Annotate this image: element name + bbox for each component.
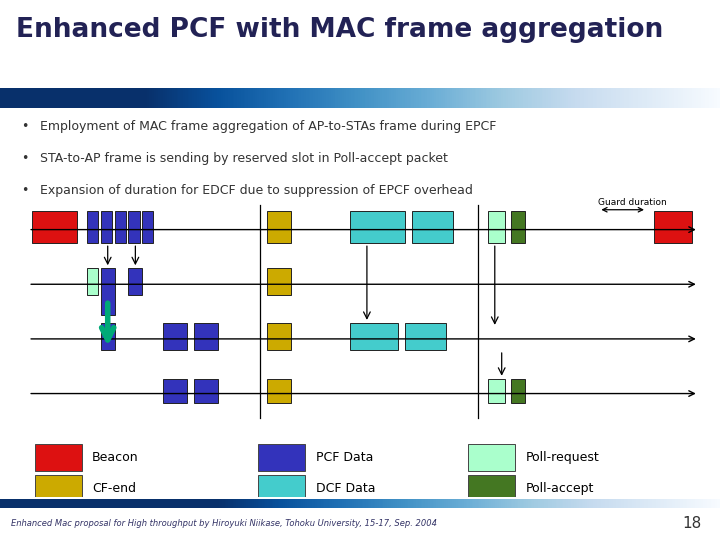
Bar bbox=[488, 379, 505, 403]
Text: STA-to-AP frame is sending by reserved slot in Poll-accept packet: STA-to-AP frame is sending by reserved s… bbox=[40, 152, 447, 165]
Bar bbox=[258, 475, 305, 502]
Bar bbox=[101, 211, 112, 243]
Bar bbox=[194, 379, 218, 403]
Bar bbox=[32, 211, 76, 243]
Bar bbox=[101, 268, 114, 315]
Text: •: • bbox=[22, 184, 29, 197]
Bar bbox=[163, 379, 187, 403]
Bar bbox=[35, 475, 82, 502]
Bar bbox=[488, 211, 505, 243]
Bar bbox=[266, 268, 291, 295]
Bar bbox=[35, 444, 82, 471]
Bar bbox=[266, 379, 291, 403]
Text: DCF Data: DCF Data bbox=[315, 482, 375, 495]
Text: PCF Data: PCF Data bbox=[315, 451, 373, 464]
Bar bbox=[87, 211, 98, 243]
Bar bbox=[128, 268, 143, 295]
Bar bbox=[128, 211, 140, 243]
Bar bbox=[114, 211, 126, 243]
Bar bbox=[405, 323, 446, 350]
Text: Enhanced PCF with MAC frame aggregation: Enhanced PCF with MAC frame aggregation bbox=[16, 17, 663, 43]
Text: Expansion of duration for EDCF due to suppression of EPCF overhead: Expansion of duration for EDCF due to su… bbox=[40, 184, 472, 197]
Bar bbox=[87, 268, 98, 295]
Text: Poll-accept: Poll-accept bbox=[526, 482, 594, 495]
Bar bbox=[350, 323, 398, 350]
Text: 18: 18 bbox=[683, 516, 702, 531]
Text: Poll-request: Poll-request bbox=[526, 451, 599, 464]
Bar bbox=[468, 475, 516, 502]
Bar bbox=[510, 379, 524, 403]
Text: Employment of MAC frame aggregation of AP-to-STAs frame during EPCF: Employment of MAC frame aggregation of A… bbox=[40, 120, 496, 133]
Text: Guard duration: Guard duration bbox=[598, 198, 667, 207]
Text: CF-end: CF-end bbox=[92, 482, 136, 495]
Bar bbox=[350, 211, 405, 243]
Text: •: • bbox=[22, 120, 29, 133]
Bar bbox=[412, 211, 454, 243]
Bar bbox=[101, 323, 114, 350]
Bar bbox=[143, 211, 153, 243]
Bar bbox=[468, 444, 516, 471]
Bar bbox=[258, 444, 305, 471]
Bar bbox=[654, 211, 692, 243]
Bar bbox=[194, 323, 218, 350]
Bar bbox=[510, 211, 524, 243]
Text: Beacon: Beacon bbox=[92, 451, 139, 464]
Text: Enhanced Mac proposal for High throughput by Hiroyuki Niikase, Tohoku University: Enhanced Mac proposal for High throughpu… bbox=[11, 519, 437, 528]
Bar bbox=[266, 211, 291, 243]
Bar bbox=[163, 323, 187, 350]
Bar bbox=[266, 323, 291, 350]
Text: •: • bbox=[22, 152, 29, 165]
